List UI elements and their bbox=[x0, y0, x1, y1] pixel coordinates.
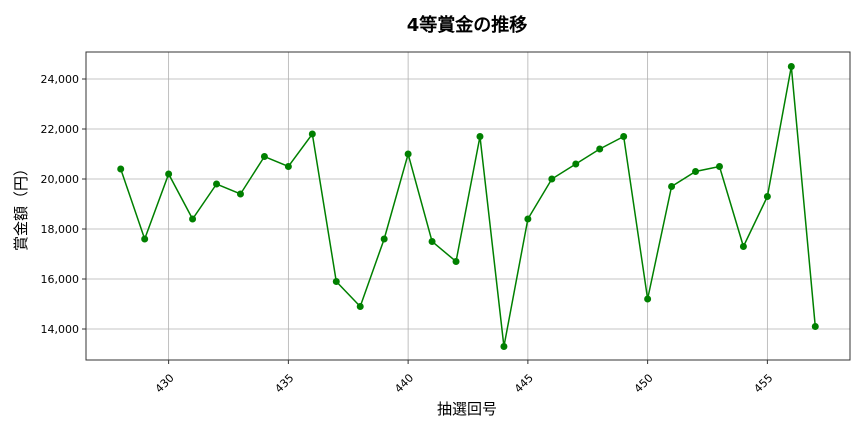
x-tick-label: 455 bbox=[751, 371, 775, 395]
data-point bbox=[428, 238, 436, 245]
data-point bbox=[668, 183, 676, 190]
x-axis-label: 抽選回号 bbox=[437, 400, 497, 418]
y-axis-label: 賞金額（円） bbox=[12, 161, 30, 251]
data-point bbox=[644, 295, 652, 303]
data-point bbox=[117, 165, 125, 173]
data-point bbox=[811, 323, 819, 330]
data-point bbox=[308, 130, 316, 138]
data-point bbox=[763, 193, 771, 200]
x-tick-label: 435 bbox=[272, 371, 296, 395]
x-tick-label: 440 bbox=[392, 371, 416, 395]
data-point bbox=[189, 215, 197, 223]
y-tick-label: 14,000 bbox=[41, 323, 80, 336]
y-axis: 14,000 16,000 18,000 20,000 22,000 24,000 bbox=[41, 73, 86, 336]
data-point bbox=[380, 235, 388, 243]
data-point bbox=[404, 150, 412, 158]
data-point bbox=[236, 190, 244, 198]
data-point bbox=[692, 168, 700, 175]
x-tick-label: 450 bbox=[632, 371, 656, 395]
series-polyline bbox=[120, 66, 817, 347]
data-point bbox=[165, 170, 173, 178]
y-tick-label: 18,000 bbox=[41, 223, 80, 236]
x-tick-label: 445 bbox=[512, 371, 536, 395]
data-point bbox=[739, 243, 747, 250]
data-point bbox=[332, 278, 340, 285]
plot-area-frame bbox=[85, 51, 851, 361]
data-point bbox=[596, 145, 604, 153]
data-point bbox=[787, 63, 795, 70]
data-point bbox=[213, 180, 221, 188]
y-tick-label: 20,000 bbox=[41, 173, 80, 186]
data-point bbox=[452, 258, 460, 265]
data-point bbox=[476, 133, 484, 140]
x-tick-label: 430 bbox=[153, 371, 177, 395]
data-point bbox=[548, 175, 556, 183]
data-point bbox=[356, 303, 364, 310]
data-point bbox=[572, 160, 580, 168]
data-point bbox=[260, 153, 268, 160]
x-axis: 430 435 440 445 450 455 bbox=[153, 360, 775, 395]
data-point bbox=[620, 133, 628, 140]
y-tick-label: 24,000 bbox=[41, 73, 80, 86]
data-point bbox=[500, 343, 508, 350]
y-tick-label: 16,000 bbox=[41, 273, 80, 286]
chart-title: 4等賞金の推移 bbox=[407, 14, 528, 36]
data-point bbox=[141, 235, 149, 243]
data-point bbox=[524, 215, 532, 223]
series-line bbox=[117, 63, 819, 350]
data-point bbox=[715, 163, 723, 170]
y-tick-label: 22,000 bbox=[41, 123, 80, 136]
data-point bbox=[284, 163, 292, 170]
